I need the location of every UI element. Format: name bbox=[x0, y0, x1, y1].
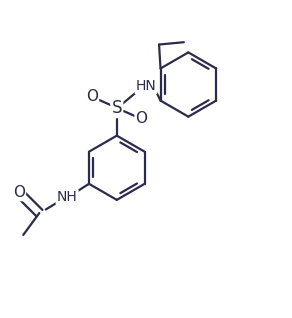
Text: S: S bbox=[112, 99, 122, 117]
Text: O: O bbox=[13, 185, 25, 200]
Text: O: O bbox=[135, 112, 148, 127]
Text: NH: NH bbox=[57, 190, 77, 204]
Text: O: O bbox=[86, 89, 98, 104]
Text: HN: HN bbox=[135, 79, 157, 93]
